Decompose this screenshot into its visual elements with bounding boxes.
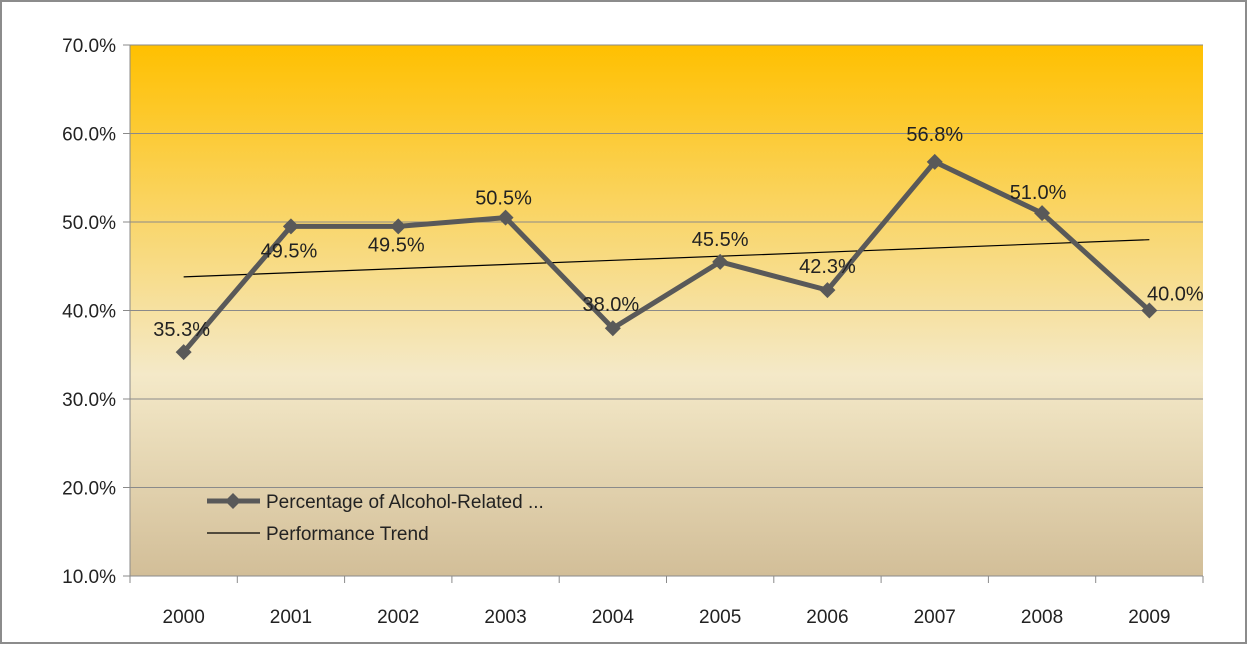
data-point-marker xyxy=(1034,205,1051,222)
y-tick-label: 60.0% xyxy=(62,125,116,146)
data-label: 38.0% xyxy=(582,294,639,316)
x-tick-label: 2007 xyxy=(914,607,956,628)
x-tick-label: 2002 xyxy=(377,607,419,628)
x-tick-label: 2003 xyxy=(484,607,526,628)
legend-label-trend: Performance Trend xyxy=(266,524,429,545)
data-label: 40.0% xyxy=(1147,284,1204,306)
data-point-marker xyxy=(712,253,729,270)
x-tick-label: 2001 xyxy=(270,607,312,628)
x-tick-label: 2008 xyxy=(1021,607,1063,628)
data-point-marker xyxy=(282,218,299,235)
data-point-marker xyxy=(390,218,407,235)
trend-line xyxy=(183,239,1150,278)
x-tick-label: 2006 xyxy=(806,607,848,628)
data-label: 56.8% xyxy=(906,124,963,146)
y-tick-label: 70.0% xyxy=(62,36,116,57)
data-point-marker xyxy=(1141,302,1158,319)
data-label: 49.5% xyxy=(368,234,425,256)
legend-label-series: Percentage of Alcohol-Related ... xyxy=(266,492,544,513)
data-label: 51.0% xyxy=(1010,182,1067,204)
trend-layer xyxy=(183,239,1150,278)
y-tick-label: 20.0% xyxy=(62,479,116,500)
data-point-marker xyxy=(926,153,943,170)
y-tick-label: 50.0% xyxy=(62,213,116,234)
x-tick-label: 2004 xyxy=(592,607,635,628)
y-tick-label: 40.0% xyxy=(62,302,116,323)
data-point-marker xyxy=(175,344,192,361)
data-point-marker xyxy=(497,209,514,226)
x-tick-label: 2005 xyxy=(699,607,741,628)
data-label: 45.5% xyxy=(692,229,749,251)
series-line xyxy=(181,159,1152,354)
data-label: 50.5% xyxy=(475,188,532,210)
data-point-marker xyxy=(819,282,836,299)
legend: Percentage of Alcohol-Related ... Perform… xyxy=(207,492,544,545)
x-tick-label: 2009 xyxy=(1128,607,1170,628)
y-tick-label: 10.0% xyxy=(62,567,116,588)
data-point-marker xyxy=(604,320,621,337)
data-label: 42.3% xyxy=(799,256,856,278)
series-layer xyxy=(175,153,1158,361)
data-label: 35.3% xyxy=(153,319,210,341)
data-label: 49.5% xyxy=(261,240,318,262)
x-tick-label: 2000 xyxy=(163,607,205,628)
data-labels: 35.3% 49.5% 49.5% 50.5% 38.0% 45.5% 42.3% 56.8%… xyxy=(153,124,1204,341)
axes: 10.0% 20.0% 30.0% 40.0% 50.0% 60.0% 70.0% 2000 2… xyxy=(62,36,1204,628)
y-tick-label: 30.0% xyxy=(62,390,116,411)
legend-marker xyxy=(225,493,241,509)
gridlines xyxy=(130,44,1203,488)
